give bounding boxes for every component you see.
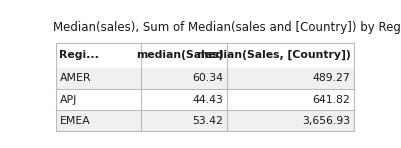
Bar bbox=[56, 68, 354, 89]
Bar bbox=[56, 43, 354, 68]
Text: 44.43: 44.43 bbox=[192, 95, 223, 104]
Text: EMEA: EMEA bbox=[59, 116, 90, 126]
Text: Median(sales), Sum of Median(sales and [Country]) by Region: Median(sales), Sum of Median(sales and [… bbox=[53, 21, 401, 34]
Bar bbox=[56, 110, 354, 131]
Text: median(Sales): median(Sales) bbox=[136, 50, 223, 60]
Text: 641.82: 641.82 bbox=[313, 95, 350, 104]
Text: Regi...: Regi... bbox=[59, 50, 99, 60]
Bar bbox=[56, 43, 354, 131]
Text: AMER: AMER bbox=[59, 73, 91, 83]
Text: 489.27: 489.27 bbox=[313, 73, 350, 83]
Text: 53.42: 53.42 bbox=[192, 116, 223, 126]
Text: APJ: APJ bbox=[59, 95, 77, 104]
Text: median(Sales, [Country]): median(Sales, [Country]) bbox=[196, 50, 350, 61]
Text: 3,656.93: 3,656.93 bbox=[302, 116, 350, 126]
Text: 60.34: 60.34 bbox=[192, 73, 223, 83]
Bar bbox=[56, 89, 354, 110]
